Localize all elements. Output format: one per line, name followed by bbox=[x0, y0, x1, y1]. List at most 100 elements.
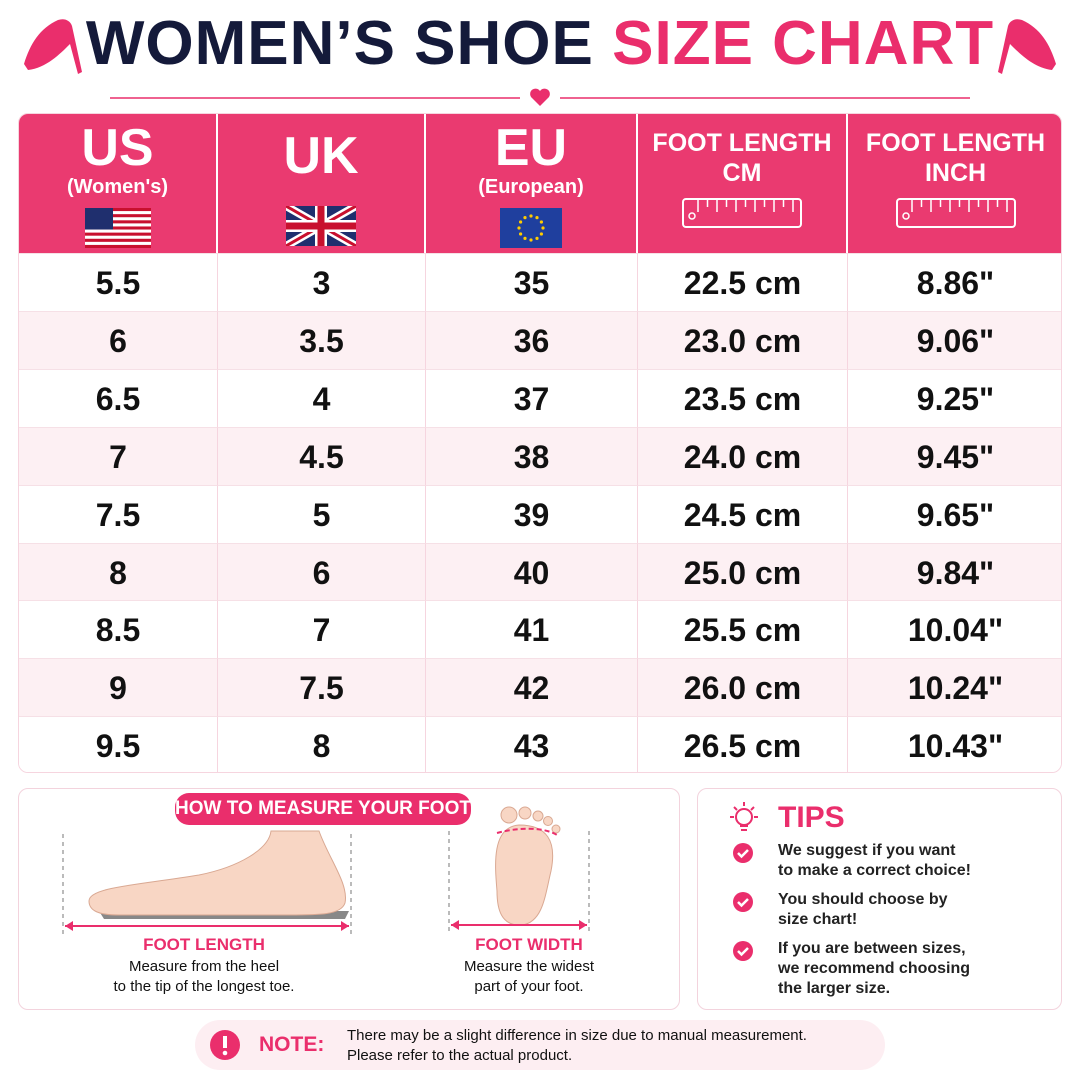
table-cell: 9.25" bbox=[848, 368, 1061, 427]
table-cell: 37 bbox=[426, 368, 638, 427]
note-label: NOTE: bbox=[259, 1033, 325, 1056]
size-table: US (Women's) UK EU (European) FOOT LENGTH CM FO… bbox=[18, 113, 1062, 773]
table-cell: 4 bbox=[218, 368, 426, 427]
bulb-icon bbox=[730, 802, 758, 831]
table-cell: 7 bbox=[19, 426, 218, 485]
table-cell: 24.0 cm bbox=[638, 426, 848, 485]
table-cell: 10.04" bbox=[848, 600, 1061, 659]
check bbox=[733, 843, 753, 863]
foot-length-label: FOOT LENGTH bbox=[143, 935, 265, 954]
column-subtitle: INCH bbox=[924, 159, 987, 187]
table-cell: 26.0 cm bbox=[638, 658, 848, 717]
tip-line: the larger size. bbox=[778, 980, 891, 997]
foot-sole-illustration bbox=[448, 806, 590, 931]
column-header: US (Women's) bbox=[19, 114, 218, 253]
table-cell: 42 bbox=[426, 658, 638, 717]
note-line: Please refer to the actual product. bbox=[347, 1047, 573, 1064]
divider bbox=[110, 88, 970, 106]
tip-line: We suggest if you want bbox=[778, 842, 956, 859]
table-cell: 8.86" bbox=[848, 253, 1061, 311]
foot-width-label: FOOT WIDTH bbox=[475, 935, 583, 954]
table-cell: 8 bbox=[19, 542, 218, 601]
column-title: EU bbox=[494, 119, 568, 177]
column-title: US bbox=[81, 119, 154, 177]
table-cell: 23.5 cm bbox=[638, 368, 848, 427]
check bbox=[733, 941, 753, 961]
foot-side-illustration bbox=[62, 830, 352, 934]
note-line: There may be a slight difference in size… bbox=[347, 1027, 807, 1044]
table-cell: 7.5 bbox=[218, 658, 426, 717]
desc-line: part of your foot. bbox=[474, 978, 584, 995]
tip-item: If you are between sizes, we recommend ch… bbox=[732, 939, 1052, 999]
column-header: FOOT LENGTH INCH bbox=[848, 114, 1061, 253]
table-cell: 10.43" bbox=[848, 716, 1061, 772]
icon bbox=[84, 208, 151, 248]
column-subtitle: (European) bbox=[478, 176, 584, 198]
table-cell: 40 bbox=[426, 542, 638, 601]
check-icon bbox=[732, 891, 754, 918]
column-subtitle: CM bbox=[722, 159, 762, 187]
title: WOMEN’S SHOE SIZE CHART bbox=[0, 8, 1080, 79]
tip-line: size chart! bbox=[778, 911, 858, 928]
foot-length-desc: Measure from the heel to the tip of the l… bbox=[59, 957, 349, 997]
column-subtitle: (Women's) bbox=[66, 176, 169, 198]
table-cell: 4.5 bbox=[218, 426, 426, 485]
measure-badge: HOW TO MEASURE YOUR FOOT bbox=[175, 793, 471, 825]
table-cell: 5 bbox=[218, 484, 426, 543]
tip-line: we recommend choosing bbox=[778, 960, 971, 977]
table-cell: 3 bbox=[218, 253, 426, 311]
check bbox=[733, 892, 753, 912]
tip-line: You should choose by bbox=[778, 891, 948, 908]
table-cell: 43 bbox=[426, 716, 638, 772]
column-icon bbox=[848, 198, 1061, 228]
column-title: UK bbox=[283, 127, 359, 185]
table-cell: 38 bbox=[426, 426, 638, 485]
tips-list: We suggest if you want to make a correct … bbox=[732, 841, 1052, 1008]
desc-line: to the tip of the longest toe. bbox=[113, 978, 295, 995]
foot-width-desc: Measure the widest part of your foot. bbox=[439, 957, 619, 997]
tips-box: TIPS We suggest if you want to make a cor… bbox=[697, 788, 1062, 1010]
table-cell: 6.5 bbox=[19, 368, 218, 427]
table-cell: 6 bbox=[218, 542, 426, 601]
table-cell: 22.5 cm bbox=[638, 253, 848, 311]
note-box: NOTE: There may be a slight difference i… bbox=[195, 1020, 885, 1070]
table-cell: 24.5 cm bbox=[638, 484, 848, 543]
table-cell: 36 bbox=[426, 310, 638, 369]
column-header: EU (European) bbox=[426, 114, 638, 253]
table-cell: 9.45" bbox=[848, 426, 1061, 485]
table-cell: 9.06" bbox=[848, 310, 1061, 369]
icon bbox=[500, 208, 562, 248]
title-highlight: SIZE CHART bbox=[612, 9, 995, 78]
table-cell: 25.0 cm bbox=[638, 542, 848, 601]
table-cell: 7.5 bbox=[19, 484, 218, 543]
table-cell: 9.65" bbox=[848, 484, 1061, 543]
table-cell: 8 bbox=[218, 716, 426, 772]
title-text: WOMEN’S SHOE bbox=[85, 9, 594, 78]
table-cell: 25.5 cm bbox=[638, 600, 848, 659]
icon bbox=[682, 198, 802, 228]
tip-item: You should choose by size chart! bbox=[732, 890, 1052, 930]
column-title: FOOT LENGTH bbox=[865, 129, 1046, 157]
column-icon bbox=[19, 208, 216, 248]
column-header: FOOT LENGTH CM bbox=[638, 114, 848, 253]
tip-line: to make a correct choice! bbox=[778, 862, 971, 879]
table-cell: 41 bbox=[426, 600, 638, 659]
column-title: FOOT LENGTH bbox=[652, 129, 832, 157]
table-cell: 5.5 bbox=[19, 253, 218, 311]
table-cell: 35 bbox=[426, 253, 638, 311]
shoe-icon bbox=[998, 19, 1056, 74]
tips-title: TIPS bbox=[778, 801, 845, 834]
table-cell: 9.84" bbox=[848, 542, 1061, 601]
column-header: UK bbox=[218, 114, 426, 253]
table-cell: 26.5 cm bbox=[638, 716, 848, 772]
table-cell: 9.5 bbox=[19, 716, 218, 772]
table-cell: 9 bbox=[19, 658, 218, 717]
table-cell: 10.24" bbox=[848, 658, 1061, 717]
tip-item: We suggest if you want to make a correct … bbox=[732, 841, 1052, 881]
table-cell: 7 bbox=[218, 600, 426, 659]
desc-line: Measure the widest bbox=[463, 958, 595, 975]
shoe-icon bbox=[24, 19, 82, 74]
note-text: There may be a slight difference in size… bbox=[347, 1026, 807, 1066]
table-cell: 3.5 bbox=[218, 310, 426, 369]
